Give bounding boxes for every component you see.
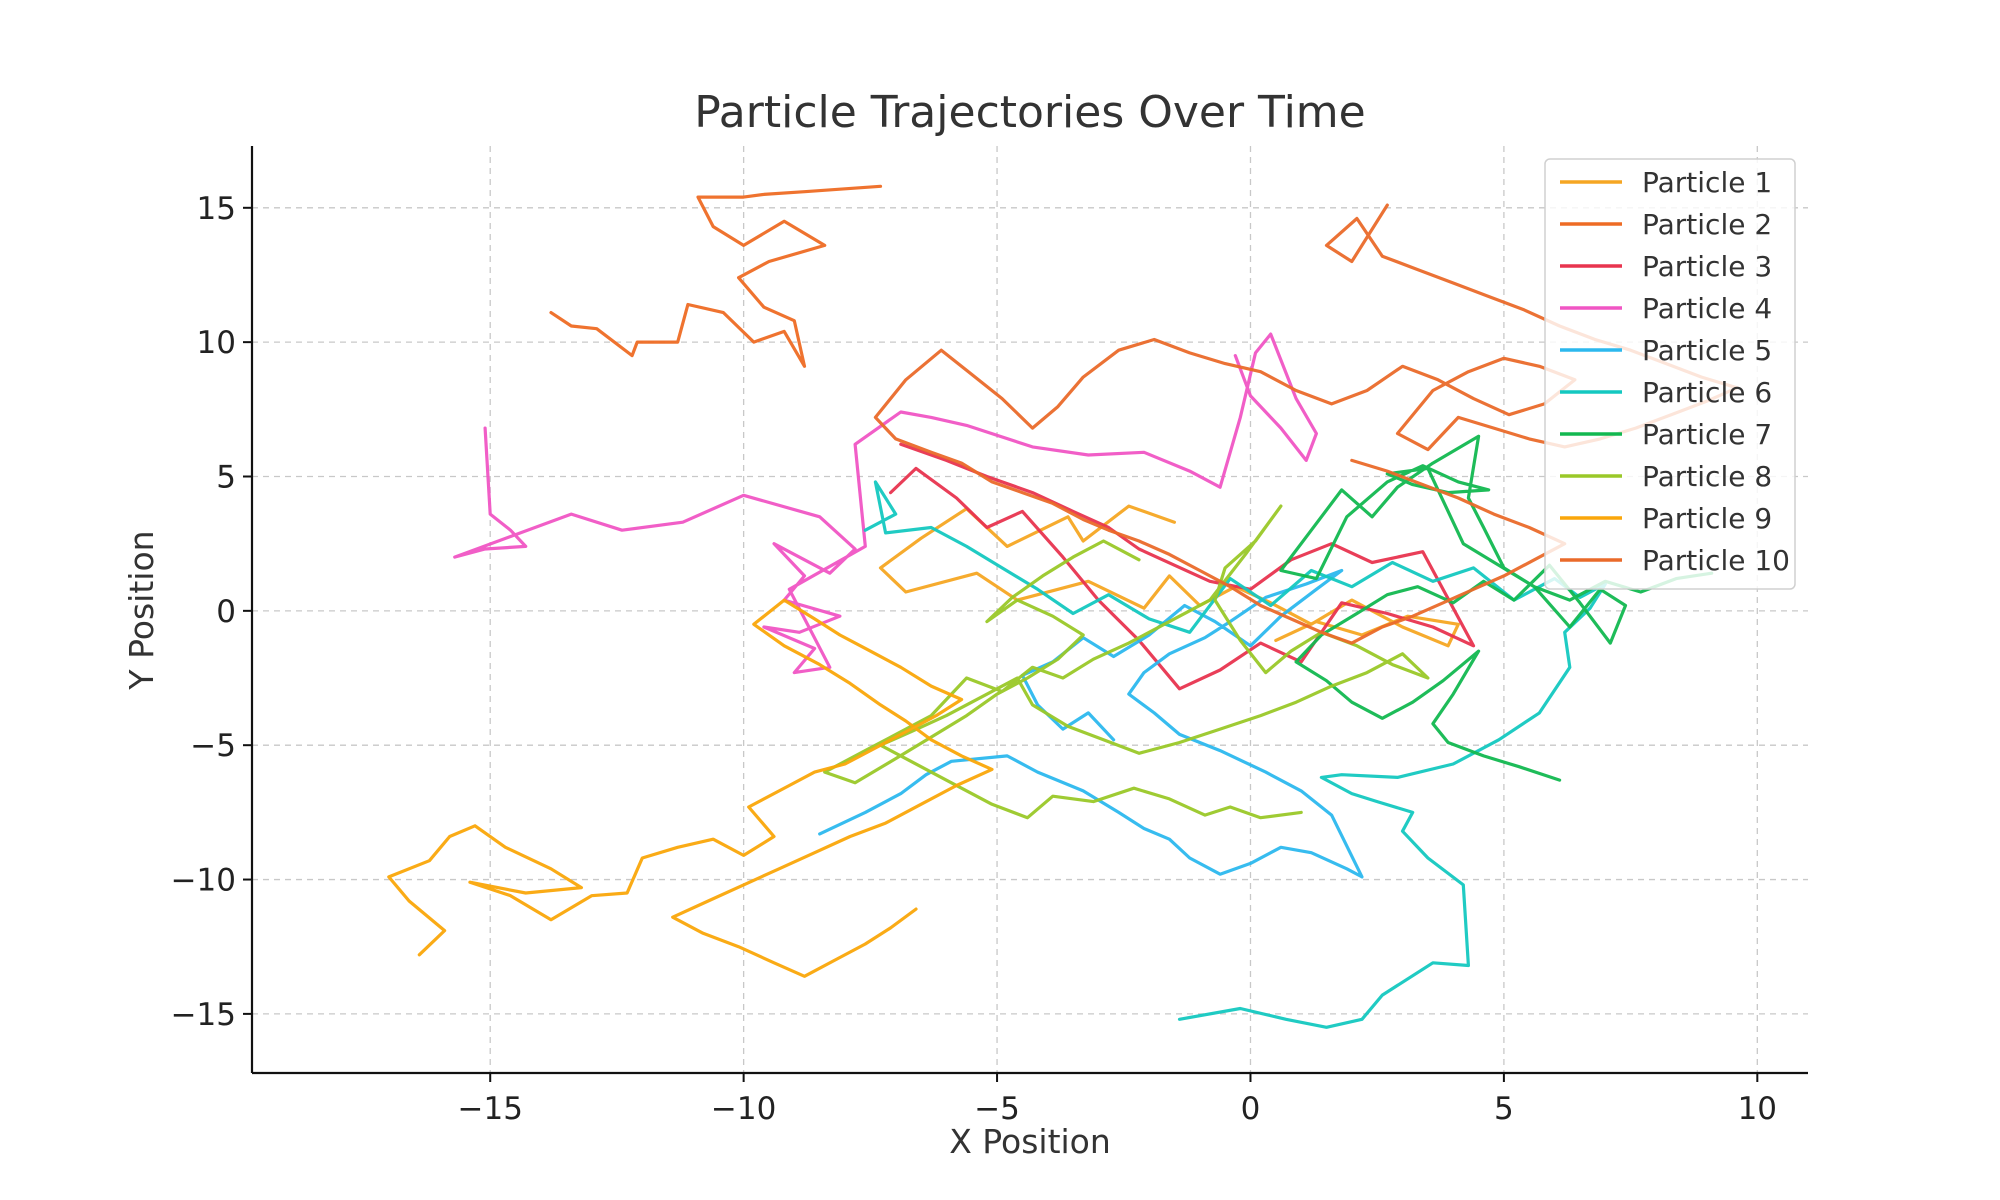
x-axis-label: X Position	[949, 1122, 1111, 1161]
legend-label: Particle 3	[1642, 250, 1772, 283]
trajectory-line-particle-1	[878, 504, 1460, 648]
legend-label: Particle 9	[1642, 502, 1772, 535]
trajectory-line-particle-7	[1279, 434, 1714, 782]
y-tick-label: 10	[197, 325, 236, 361]
axes	[250, 146, 1808, 1075]
legend: Particle 1 Particle 2 Particle 3 Particle 4…	[1544, 158, 1796, 590]
y-tick-label: 0	[216, 594, 236, 630]
legend-label: Particle 1	[1642, 166, 1772, 199]
x-tick-label: −5	[974, 1091, 1020, 1127]
x-tick-label: −15	[458, 1091, 523, 1127]
legend-label: Particle 4	[1642, 292, 1772, 325]
trajectory-line-particle-2	[549, 184, 883, 368]
trajectory-line-particle-8	[823, 504, 1430, 820]
legend-label: Particle 7	[1642, 418, 1772, 451]
trajectory-line-particle-4	[453, 332, 1319, 675]
trajectory-line-particle-9	[387, 598, 994, 978]
y-tick-label: −5	[190, 728, 236, 764]
legend-label: Particle 2	[1642, 208, 1772, 241]
y-tick-label: −15	[171, 997, 236, 1033]
x-tick-label: 0	[1241, 1091, 1261, 1127]
trajectory-lines	[387, 184, 1739, 1029]
y-axis-label: Y Position	[122, 530, 161, 690]
trajectory-line-particle-6	[863, 480, 1607, 1029]
y-tick-label: 15	[197, 191, 236, 227]
legend-label: Particle 6	[1642, 376, 1772, 409]
legend-label: Particle 10	[1642, 544, 1790, 577]
y-tick-label: 5	[216, 459, 236, 495]
x-tick-label: 10	[1738, 1091, 1777, 1127]
axis-ticks: −15 −10 −5 0 5 10 −15 −10 −5 0 5 10 15	[171, 191, 1777, 1127]
trajectory-line-particle-3	[888, 442, 1476, 691]
legend-label: Particle 8	[1642, 460, 1772, 493]
trajectory-line-particle-5	[818, 568, 1364, 879]
y-tick-label: −10	[171, 863, 236, 899]
x-tick-label: 5	[1494, 1091, 1514, 1127]
x-tick-label: −10	[711, 1091, 776, 1127]
chart-title: Particle Trajectories Over Time	[694, 87, 1365, 138]
legend-label: Particle 5	[1642, 334, 1772, 367]
